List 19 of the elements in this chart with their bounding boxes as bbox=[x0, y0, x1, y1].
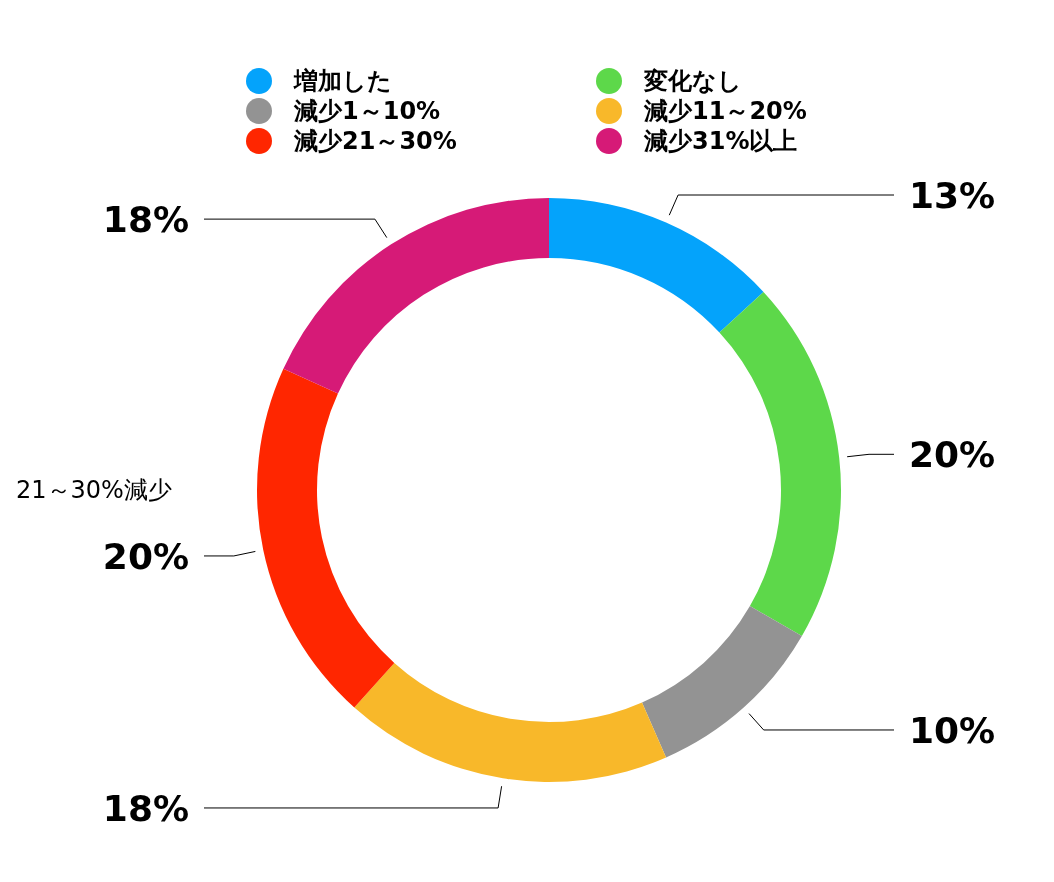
legend-label: 減少1～10% bbox=[294, 96, 441, 126]
donut-slice bbox=[719, 291, 841, 636]
legend-label: 減少11～20% bbox=[644, 96, 807, 126]
data-label: 20% bbox=[909, 433, 996, 475]
text: 21～30%減少 bbox=[16, 475, 172, 506]
donut-slice bbox=[257, 368, 395, 708]
donut-slice bbox=[549, 198, 764, 333]
legend-label: 減少21～30% bbox=[294, 126, 457, 156]
legend-label: 増加した bbox=[294, 66, 392, 96]
data-label: 20% bbox=[102, 535, 189, 577]
legend-label: 変化なし bbox=[644, 66, 742, 96]
donut-slice bbox=[642, 606, 802, 758]
donut-slice bbox=[354, 662, 667, 782]
data-label: 18% bbox=[102, 787, 189, 829]
data-label: 10% bbox=[909, 709, 996, 751]
data-label: 18% bbox=[102, 198, 189, 240]
data-label: 13% bbox=[909, 174, 996, 216]
donut-slice bbox=[283, 198, 549, 394]
legend-label: 減少31%以上 bbox=[644, 126, 798, 156]
